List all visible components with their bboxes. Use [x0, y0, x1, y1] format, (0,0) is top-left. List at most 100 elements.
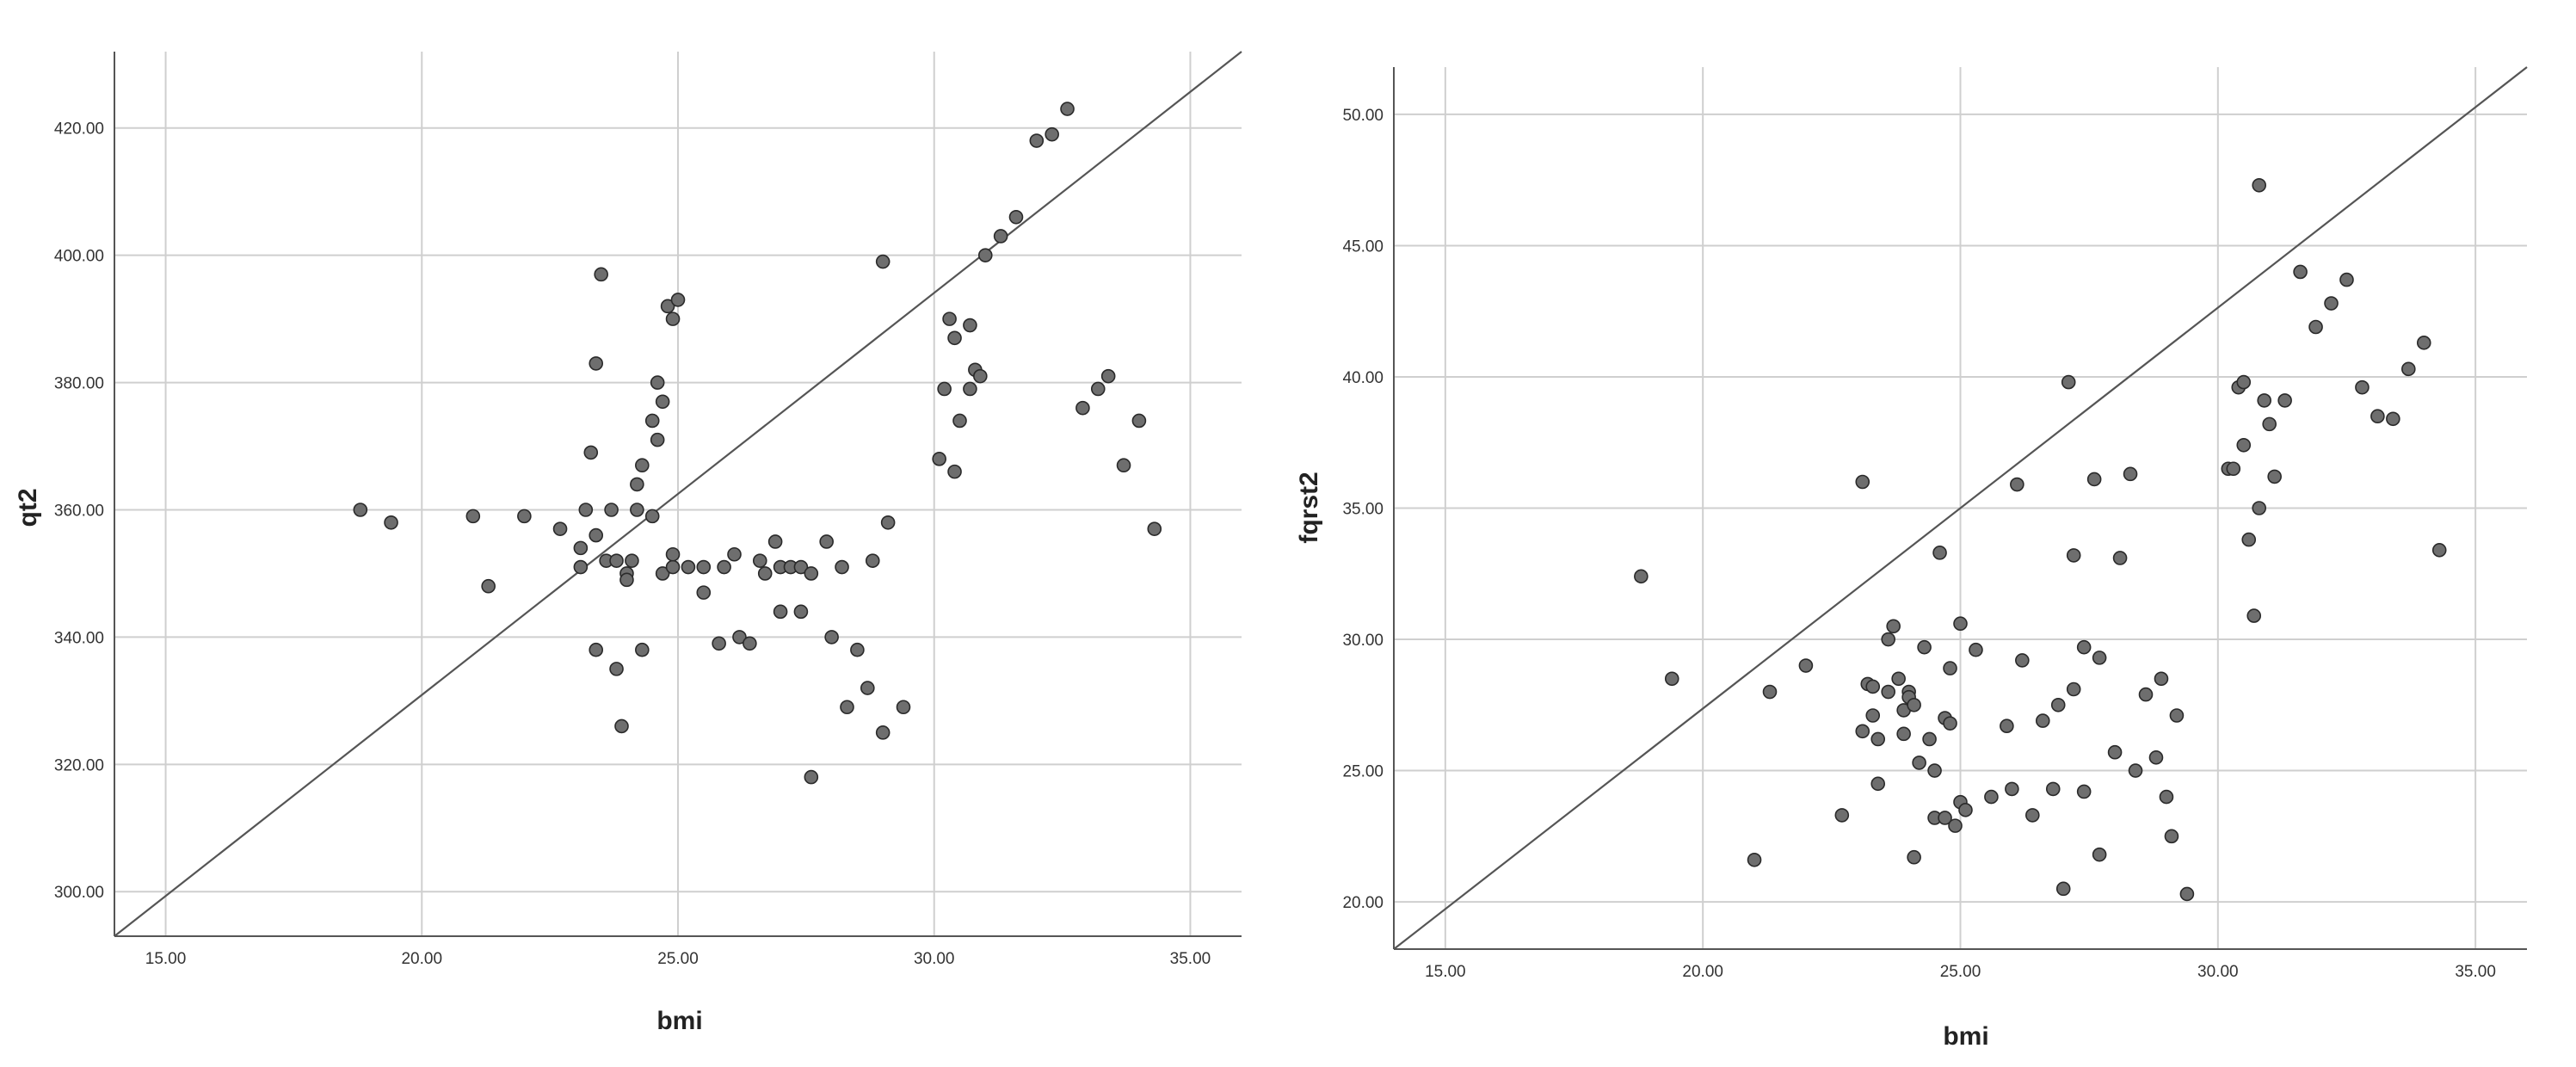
x-tick-label: 25.00 — [1940, 963, 1981, 981]
data-point — [630, 477, 644, 492]
data-point — [1634, 569, 1649, 584]
data-point — [517, 509, 532, 524]
data-point — [609, 662, 624, 676]
data-point — [594, 267, 608, 282]
data-point — [660, 299, 675, 314]
data-point — [655, 394, 670, 410]
data-point — [1834, 808, 1850, 823]
data-point — [2050, 697, 2066, 712]
data-point — [1045, 126, 1059, 142]
data-point — [1870, 776, 1886, 792]
data-point — [589, 527, 604, 543]
x-tick-label: 20.00 — [1682, 963, 1723, 981]
data-point — [604, 503, 619, 517]
data-point — [2293, 264, 2308, 280]
data-point — [2138, 687, 2154, 702]
data-point — [860, 681, 875, 695]
data-point — [1938, 811, 1952, 825]
data-point — [973, 368, 988, 384]
y-tick-labels: 300.00 320.00 340.00 360.00 380.00 400.00 420.… — [54, 120, 104, 902]
data-point — [1969, 642, 1983, 657]
data-point — [384, 515, 398, 530]
data-point — [2252, 177, 2267, 193]
data-point — [1029, 133, 1045, 148]
y-axis-title: fqrst2 — [1295, 472, 1323, 543]
data-point — [840, 700, 854, 715]
data-point — [1907, 697, 1921, 712]
data-point — [793, 559, 809, 575]
data-point — [875, 725, 891, 740]
data-point — [2092, 651, 2107, 665]
data-point — [1896, 726, 1911, 742]
y-tick-label: 20.00 — [1342, 894, 1384, 912]
data-point — [2000, 719, 2014, 733]
data-point — [1943, 661, 1957, 675]
data-point — [2066, 548, 2081, 563]
data-point — [1131, 413, 1147, 429]
data-point — [757, 566, 773, 581]
data-point — [650, 375, 665, 390]
data-point — [2262, 416, 2277, 432]
data-point — [2236, 374, 2252, 390]
data-point — [481, 578, 496, 594]
data-point — [2267, 469, 2282, 484]
data-point — [1147, 521, 1162, 536]
reference-line — [1393, 66, 2528, 950]
axes — [114, 52, 1242, 937]
data-point — [993, 229, 1008, 244]
data-point — [2035, 713, 2050, 728]
x-tick-label: 15.00 — [1425, 963, 1466, 981]
data-point — [2226, 461, 2241, 477]
x-axis-title: bmi — [1943, 1022, 1988, 1051]
data-point — [573, 559, 589, 575]
x-tick-label: 30.00 — [914, 950, 955, 968]
data-point — [2061, 374, 2076, 390]
y-tick-label: 340.00 — [54, 629, 104, 647]
reference-line-layer — [114, 51, 1242, 937]
x-tick-labels: 15.00 20.00 25.00 30.00 35.00 — [1425, 963, 2496, 981]
data-point — [947, 330, 962, 346]
data-point — [552, 521, 568, 536]
data-point — [589, 642, 604, 657]
data-point — [2015, 653, 2030, 668]
data-point — [727, 546, 742, 562]
data-point — [353, 503, 368, 517]
scatter-chart-qt2: 15.00 20.00 25.00 30.00 35.00 300.00 320.00 34… — [14, 51, 1242, 1035]
data-point — [875, 254, 891, 269]
data-point — [937, 381, 952, 397]
data-point — [665, 559, 681, 575]
y-tick-label: 360.00 — [54, 502, 104, 520]
data-point — [773, 604, 788, 620]
y-tick-label: 50.00 — [1342, 107, 1384, 125]
data-point — [644, 413, 660, 429]
x-tick-label: 15.00 — [145, 950, 187, 968]
data-point — [696, 559, 712, 575]
data-point — [1927, 763, 1942, 778]
data-point — [1932, 546, 1947, 560]
data-point — [1664, 671, 1679, 687]
data-point — [1090, 381, 1106, 397]
data-point — [824, 630, 839, 645]
data-point — [865, 553, 880, 568]
data-point — [609, 553, 624, 568]
data-point — [1953, 616, 1968, 632]
y-tick-label: 45.00 — [1342, 237, 1384, 256]
data-point — [712, 636, 726, 651]
data-point — [650, 432, 665, 447]
data-point — [752, 553, 767, 568]
data-point — [2241, 532, 2257, 547]
axes — [1393, 67, 2527, 950]
data-point — [1762, 684, 1778, 700]
data-point — [635, 642, 650, 657]
y-tick-label: 300.00 — [54, 884, 104, 902]
data-point — [977, 248, 993, 262]
data-point — [578, 503, 594, 517]
y-tick-label: 380.00 — [54, 375, 104, 393]
data-point — [2252, 501, 2267, 515]
data-point — [1907, 849, 1921, 865]
data-point — [2386, 411, 2400, 427]
data-point — [819, 534, 834, 549]
data-point — [665, 546, 681, 562]
data-point — [2401, 361, 2416, 377]
data-point — [793, 604, 809, 620]
